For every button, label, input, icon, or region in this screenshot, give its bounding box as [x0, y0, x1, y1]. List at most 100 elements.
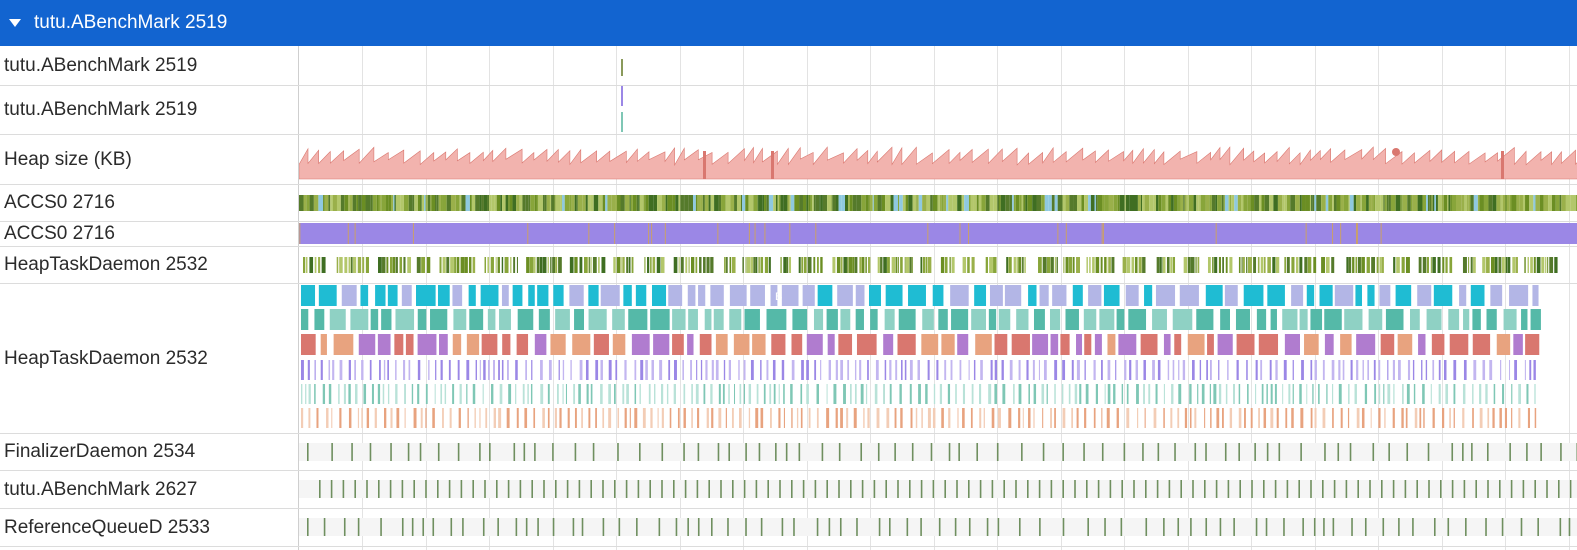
tick-slice[interactable] [954, 518, 957, 536]
cpu-slice[interactable] [1559, 195, 1562, 211]
cpu-slice[interactable] [1282, 195, 1285, 211]
tick-slice[interactable] [649, 480, 651, 498]
slice[interactable] [653, 334, 670, 355]
cpu-slice[interactable] [421, 257, 426, 273]
cpu-slice[interactable] [549, 195, 552, 211]
slice[interactable] [1039, 285, 1049, 306]
tick-slice[interactable] [717, 443, 720, 461]
slice[interactable] [1143, 360, 1146, 380]
cpu-slice[interactable] [564, 195, 570, 211]
cpu-slice[interactable] [1375, 195, 1381, 211]
slice[interactable] [1485, 384, 1488, 404]
tick-slice[interactable] [911, 443, 914, 461]
tick-slice[interactable] [1274, 480, 1277, 498]
tick-slice[interactable] [781, 518, 784, 536]
slice[interactable] [1018, 360, 1021, 380]
slice[interactable] [1054, 384, 1056, 404]
cpu-slice[interactable] [602, 195, 606, 211]
slice[interactable] [483, 360, 486, 380]
slice[interactable] [1258, 334, 1279, 355]
slice[interactable] [1046, 384, 1048, 404]
slice[interactable] [574, 408, 577, 428]
slice[interactable] [1013, 384, 1015, 404]
tick-slice[interactable] [343, 518, 346, 536]
cpu-slice[interactable] [1200, 195, 1206, 211]
slice[interactable] [590, 384, 593, 404]
cpu-slice[interactable] [1158, 195, 1162, 211]
slice[interactable] [449, 408, 452, 428]
cpu-slice[interactable] [1190, 257, 1195, 273]
cpu-slice[interactable] [626, 257, 628, 273]
cpu-slice[interactable] [558, 257, 562, 273]
state-change[interactable] [927, 223, 929, 244]
cpu-slice[interactable] [1102, 195, 1105, 211]
cpu-slice[interactable] [456, 257, 460, 273]
cpu-slice[interactable] [943, 195, 947, 211]
slice[interactable] [547, 384, 550, 404]
slice[interactable] [320, 334, 327, 355]
slice[interactable] [800, 408, 803, 428]
cpu-slice[interactable] [399, 257, 403, 273]
slice[interactable] [801, 360, 804, 380]
slice[interactable] [1348, 384, 1350, 404]
cpu-slice[interactable] [914, 195, 917, 211]
slice[interactable] [574, 309, 585, 330]
tick-slice[interactable] [1227, 480, 1230, 498]
slice[interactable] [957, 408, 959, 428]
slice[interactable] [1291, 408, 1294, 428]
slice[interactable] [1493, 384, 1496, 404]
slice[interactable] [1470, 285, 1485, 306]
slice[interactable] [628, 309, 648, 330]
slice[interactable] [1383, 384, 1385, 404]
slice[interactable] [1229, 408, 1233, 428]
slice[interactable] [1438, 360, 1441, 380]
cpu-slice[interactable] [742, 195, 746, 211]
slice[interactable] [1076, 408, 1079, 428]
tick-slice[interactable] [450, 518, 453, 536]
state-change[interactable] [527, 223, 529, 244]
cpu-slice[interactable] [349, 195, 353, 211]
collapse-caret-icon[interactable] [9, 19, 21, 27]
tick-slice[interactable] [378, 480, 380, 498]
slice[interactable] [425, 408, 427, 428]
cpu-slice[interactable] [1422, 195, 1427, 211]
cpu-slice[interactable] [815, 195, 820, 211]
slice[interactable] [1197, 384, 1199, 404]
slice[interactable] [814, 360, 817, 380]
slice[interactable] [1107, 384, 1111, 404]
slice[interactable] [432, 408, 435, 428]
cpu-slice[interactable] [1125, 195, 1130, 211]
gc-marker[interactable] [771, 151, 774, 179]
cpu-slice[interactable] [962, 257, 967, 273]
cpu-slice[interactable] [1479, 195, 1484, 211]
cpu-slice[interactable] [352, 195, 357, 211]
slice[interactable] [904, 360, 907, 380]
tick-slice[interactable] [1142, 443, 1144, 461]
track-label-main-thread[interactable]: tutu.ABenchMark 2519 [4, 55, 198, 76]
slice[interactable] [936, 360, 939, 380]
slice[interactable] [506, 408, 510, 428]
slice[interactable] [710, 285, 724, 306]
slice[interactable] [579, 360, 583, 380]
slice[interactable] [1125, 285, 1139, 306]
slice[interactable] [957, 334, 969, 355]
slice[interactable] [1182, 360, 1186, 380]
tick-slice[interactable] [460, 480, 463, 498]
tick-slice[interactable] [323, 518, 326, 536]
slice[interactable] [540, 384, 544, 404]
slice[interactable] [781, 285, 799, 306]
state-change[interactable] [1101, 223, 1103, 244]
cpu-slice[interactable] [357, 257, 362, 273]
slice[interactable] [843, 384, 846, 404]
slice[interactable] [1401, 408, 1404, 428]
cpu-slice[interactable] [852, 195, 857, 211]
cpu-slice[interactable] [501, 257, 504, 273]
cpu-slice[interactable] [927, 257, 932, 273]
slice[interactable] [331, 408, 333, 428]
slice[interactable] [748, 384, 752, 404]
slice[interactable] [876, 408, 880, 428]
tick-slice[interactable] [462, 518, 464, 536]
slice[interactable] [973, 360, 976, 380]
slice[interactable] [833, 384, 837, 404]
cpu-slice[interactable] [841, 195, 845, 211]
